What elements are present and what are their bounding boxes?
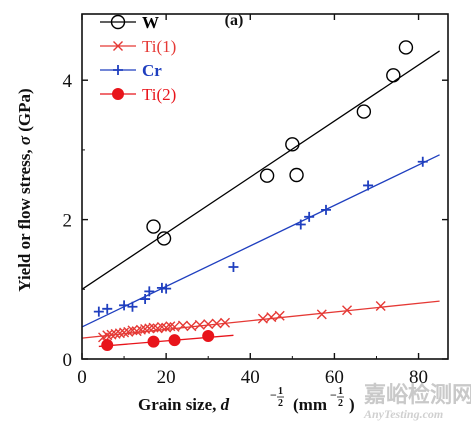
legend-label-w: W [142,13,159,32]
data-point-w [259,168,275,183]
y-axis-label-sigma: σ [15,135,34,145]
data-point-ti1 [375,301,386,312]
y-tick-label: 4 [63,71,73,92]
fit-lines [81,50,440,348]
data-point-ti1 [316,309,327,320]
data-points [93,40,428,352]
watermark: 嘉峪检测网 AnyTesting.com [363,382,471,421]
data-point-ti1 [342,305,353,316]
data-point-ti1 [177,320,188,331]
data-point-ti1 [140,324,151,335]
data-point-cr [93,306,104,317]
y-axis-label-unit: (GPa) [15,88,34,136]
svg-text:(mm: (mm [293,395,327,414]
data-point-ti2 [101,339,114,352]
x-tick-label: 0 [77,367,87,388]
legend-marker-cr [113,65,123,75]
x-axis-label-d: d [221,395,230,414]
x-axis-label-unit-open: ( [293,395,299,414]
legend: W Ti(1) Cr Ti(2) [100,13,176,104]
plot-frame [81,13,449,360]
data-point-ti1 [257,313,268,324]
fit-line-w [81,50,440,290]
legend-marker-w [110,14,126,30]
data-point-ti1 [186,321,197,332]
data-point-ti1 [156,321,167,332]
x-axis-label-unit-exp-num: 1 [338,386,343,397]
legend-marker-ti2 [112,88,124,100]
data-point-ti1 [135,324,146,335]
data-point-ti1 [194,319,205,330]
data-point-ti1 [274,310,285,321]
x-axis-label-exp-num: 1 [278,386,283,397]
data-point-ti2 [147,335,160,348]
data-point-ti1 [266,312,277,323]
data-point-w [356,104,372,119]
x-axis-label: Grain size, d − 1 2 (mm − 1 2 ) [138,386,355,414]
data-point-cr [363,180,374,191]
data-point-cr [144,286,155,297]
data-point-ti1 [110,328,121,339]
x-axis-label-unit-close: ) [349,395,355,414]
x-tick-label: 80 [409,367,428,388]
data-point-w [398,40,414,55]
data-point-ti1 [114,328,125,339]
axis-ticks: 0 20 40 60 80 0 2 4 [63,14,448,388]
data-point-cr [140,294,151,305]
data-point-ti1 [220,317,231,328]
data-point-ti1 [127,325,138,336]
data-point-ti1 [148,322,159,333]
x-axis-label-exp-minus: − [270,388,277,402]
y-tick-label: 0 [63,350,73,371]
data-point-ti1 [106,329,117,340]
data-point-ti1 [119,327,130,338]
watermark-sub: AnyTesting.com [363,407,443,421]
fit-line-cr [81,154,440,328]
data-point-cr [417,156,428,167]
x-tick-label: 20 [157,367,176,388]
data-point-w [386,68,401,83]
y-axis-label-prefix: Yield or flow stress, [15,145,34,292]
legend-label-cr: Cr [142,61,162,80]
x-tick-label: 40 [241,367,260,388]
watermark-main: 嘉峪检测网 [364,382,471,407]
svg-text:Grain size, d: Grain size, d [138,395,230,414]
data-point-w [156,231,172,246]
x-axis-label-exp-den: 2 [278,398,283,409]
y-tick-label: 2 [63,211,73,232]
data-point-ti1 [211,318,222,329]
x-axis-label-unit-exp-den: 2 [338,398,343,409]
x-tick-label: 60 [325,367,344,388]
data-point-cr [304,211,315,222]
data-point-cr [119,300,130,311]
data-point-cr [295,219,306,230]
data-point-ti1 [165,321,176,332]
legend-label-ti1: Ti(1) [142,37,176,56]
panel-label: (a) [225,12,244,29]
data-point-w [146,219,161,234]
x-axis-label-unit: mm [299,395,327,414]
legend-label-ti2: Ti(2) [142,85,176,104]
data-point-ti1 [169,321,180,332]
data-point-ti1 [144,323,155,334]
data-point-w [289,167,304,183]
legend-marker-ti1 [113,41,123,51]
data-point-ti2 [168,334,181,347]
x-axis-label-unit-exp-minus: − [330,388,337,402]
data-point-ti1 [203,319,214,330]
data-point-cr [102,303,113,314]
y-axis-label: Yield or flow stress, σ (GPa) [15,88,34,291]
x-axis-label-prefix: Grain size, [138,395,221,414]
data-point-cr [161,283,172,294]
data-point-cr [127,301,138,312]
data-point-ti2 [202,330,215,342]
data-point-w [285,137,300,152]
data-point-cr [228,262,239,272]
data-point-cr [321,204,331,215]
data-point-ti1 [102,330,113,341]
